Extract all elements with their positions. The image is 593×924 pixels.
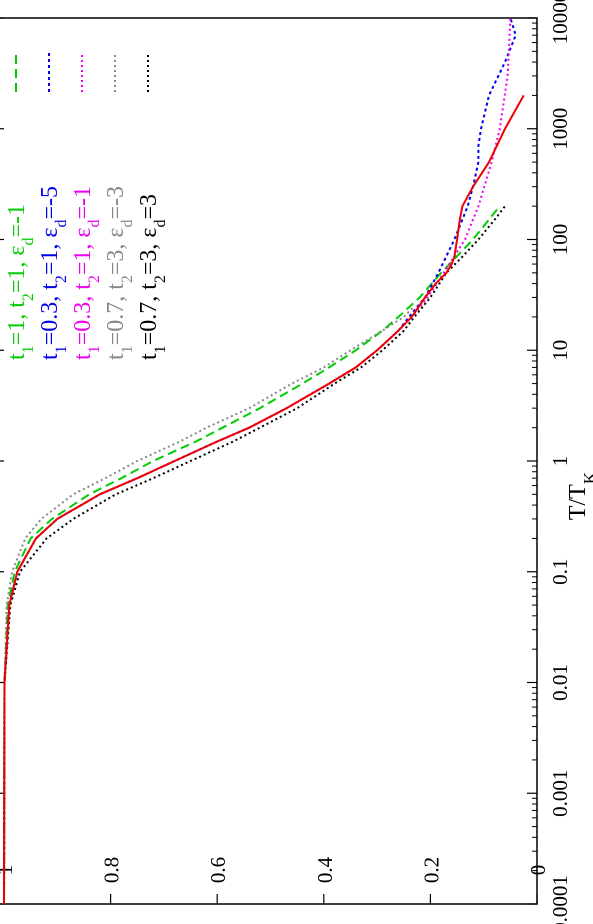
legend-label: t1=0.3, t2=1, εd=-1 (70, 186, 103, 360)
y-tick-label: 0.8 (100, 857, 124, 883)
x-tick-label: 0.1 (548, 559, 572, 585)
legend-label: t1=0.3, t2=1, εd=-5 (37, 186, 70, 360)
legend-label: t1=1, t2=1, εd=-1 (4, 204, 37, 360)
y-tick-label: 0.2 (419, 857, 443, 883)
x-tick-label: 1000 (548, 108, 572, 150)
legend-entry: t1=0.3, t2=1, εd=-5 (37, 52, 70, 360)
legend-entry: t1=0.7, t2=3, εd=3 (136, 52, 169, 360)
legend-entry: t1=0.7, t2=3, εd=-3 (103, 52, 136, 360)
y-tick-label: 0 (526, 865, 550, 876)
series-line (3, 205, 506, 905)
x-axis-label: T/TK (565, 471, 593, 520)
legend-label: t1=0.7, t2=3, εd=-3 (103, 186, 136, 360)
x-tick-label: 0.0001 (548, 875, 572, 924)
series-line (3, 17, 512, 905)
x-tick-label: 1 (548, 456, 572, 467)
legend-entry: t1=1, t2=1, εd=-1 (4, 52, 37, 360)
series-line (3, 17, 517, 905)
x-tick-label: 100 (548, 224, 572, 256)
legend-entry: t1=0.3, t2=1, εd=-1 (70, 52, 103, 360)
series-line (3, 94, 525, 905)
y-tick-label: 0.4 (313, 856, 337, 883)
x-tick-label: 0.01 (548, 664, 572, 701)
plot-frame (0, 17, 538, 905)
x-tick-label: 10000 (548, 0, 572, 44)
series-line (3, 205, 501, 905)
ticks-layer: 0.0001 0.001 0.01 0.1 1 10 100 1000 10000 0 0.2 0.4… (0, 0, 572, 924)
series-layer (3, 17, 525, 905)
x-tick-label: 0.001 (548, 770, 572, 817)
series-line (3, 305, 416, 905)
legend-label: t1=0.7, t2=3, εd=3 (136, 194, 169, 360)
y-tick-label: 1 (0, 865, 17, 876)
y-tick-label: 0.6 (206, 857, 230, 883)
x-tick-label: 10 (548, 340, 572, 361)
legend: t1=1, t2=1, εd=-1t1=0.3, t2=1, εd=-5t1=0… (4, 52, 169, 360)
